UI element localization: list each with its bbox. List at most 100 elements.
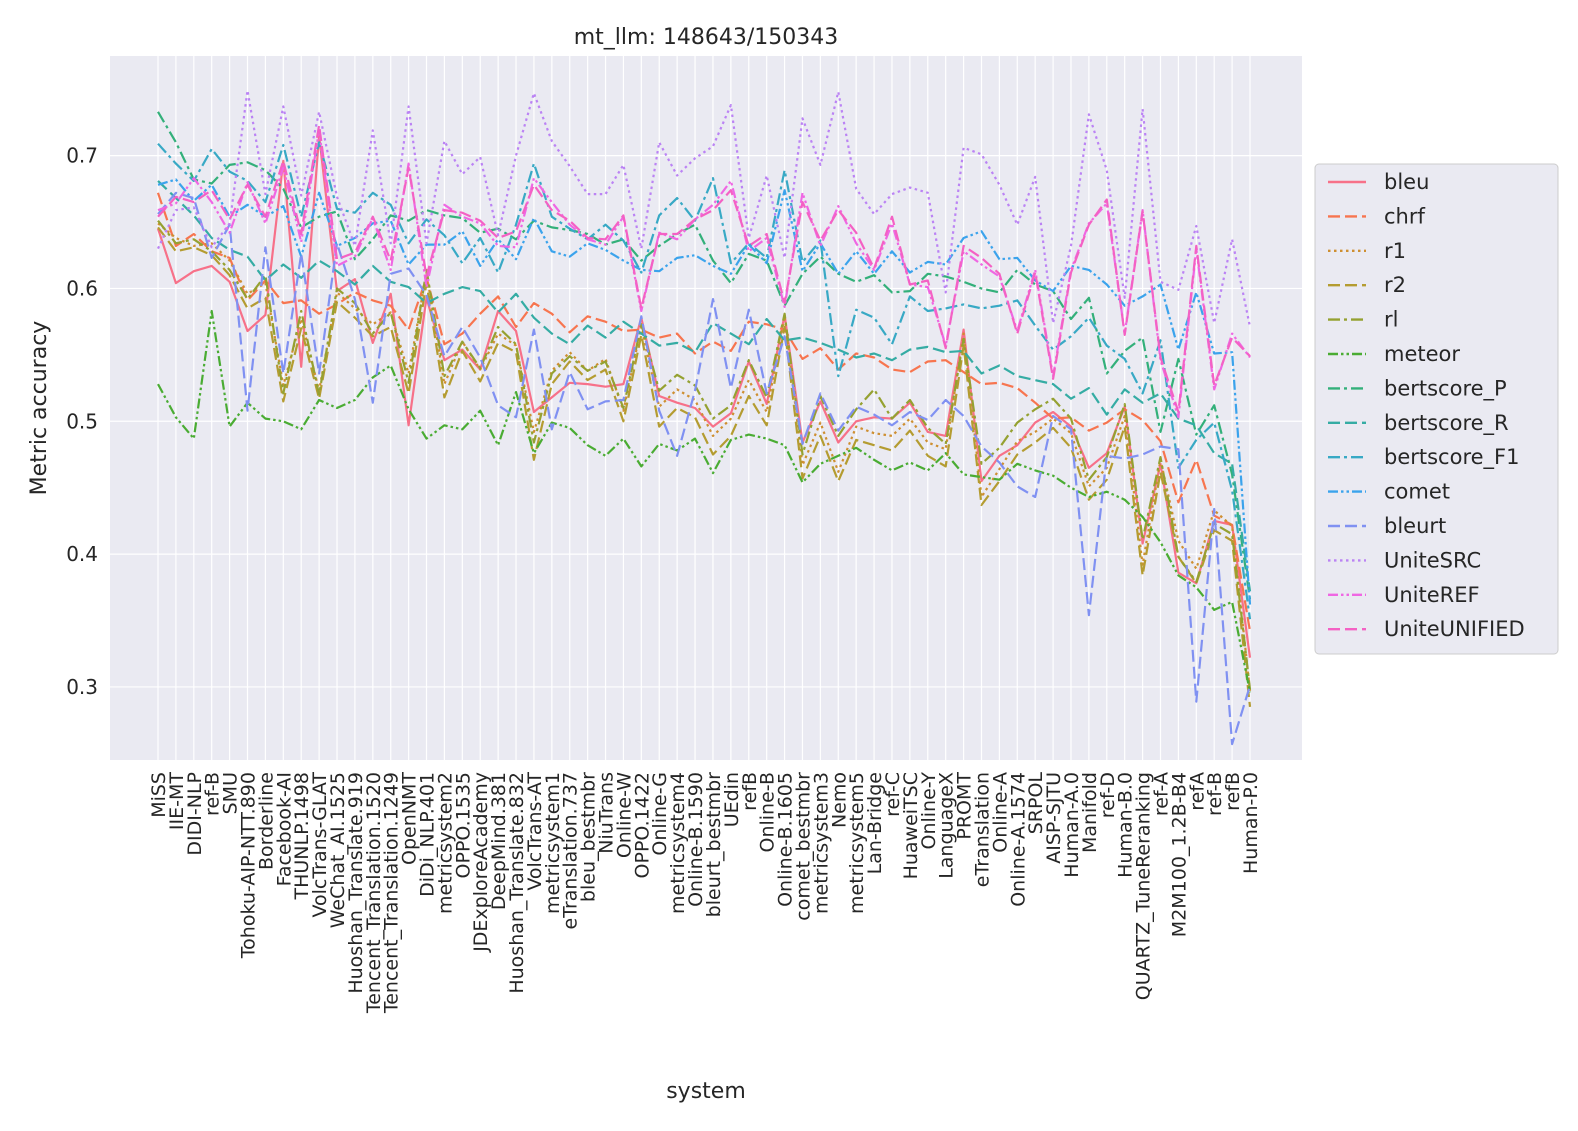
legend-label-bertscore_R: bertscore_R — [1384, 411, 1509, 436]
x-tick-label: comet_bestmbr — [792, 772, 814, 921]
legend-label-bleu: bleu — [1384, 170, 1429, 194]
x-tick-label: OpenNMT — [399, 772, 421, 865]
grid-lines — [110, 56, 1302, 760]
x-tick-label: NiuTrans — [596, 772, 618, 854]
x-tick-label: metricsystem5 — [846, 772, 868, 914]
x-tick-label: Borderline — [255, 772, 277, 870]
legend-label-UniteUNIFIED: UniteUNIFIED — [1384, 617, 1525, 641]
x-tick-label: ref-A — [1150, 772, 1172, 816]
x-tick-label: OPPO.1535 — [452, 772, 474, 878]
x-tick-label: IIE-MT — [166, 772, 188, 830]
series-line-r2 — [157, 226, 1252, 708]
x-tick-label: metricsystem2 — [434, 772, 456, 914]
series-line-bertscore_F1 — [157, 141, 1252, 620]
x-tick-label: DiDi_NLP.401 — [417, 772, 439, 897]
y-tick-label: 0.6 — [66, 276, 98, 300]
x-tick-label: Online-B — [757, 772, 779, 853]
x-tick-label: UEdin — [721, 772, 743, 827]
y-tick-label: 0.3 — [66, 675, 98, 699]
x-tick-label: DIDI-NLP — [184, 772, 206, 856]
x-tick-label: AISP-SJTU — [1043, 772, 1065, 864]
x-tick-label: Online-Y — [918, 772, 940, 850]
series-line-rl — [157, 220, 1252, 690]
y-axis-label: Metric accuracy — [27, 321, 52, 496]
series-line-meteor — [157, 309, 1252, 693]
x-tick-label: Lan-Bridge — [864, 772, 886, 874]
legend-entries: bleu chrf r1 r2 rl meteor bertscore_P bertscore… — [1328, 170, 1525, 641]
x-tick-label: Online-A.1574 — [1007, 772, 1029, 907]
x-tick-label: SMU — [220, 772, 242, 814]
x-tick-label: ref-B — [1204, 772, 1226, 816]
y-tick-label: 0.4 — [66, 542, 98, 566]
x-tick-label: refB — [739, 772, 761, 811]
series-line-bertscore_P — [157, 111, 1252, 600]
series-line-UniteREF — [157, 129, 1251, 419]
legend-label-meteor: meteor — [1384, 342, 1460, 366]
y-axis-ticks: 0.3 0.4 0.5 0.6 0.7 — [66, 144, 98, 699]
x-tick-label: Tencent_Translation.1249 — [381, 772, 403, 1014]
x-tick-label: WeChat_AI.1525 — [327, 772, 349, 928]
x-axis-label: system — [666, 1079, 746, 1104]
legend-label-UniteREF: UniteREF — [1384, 583, 1480, 607]
legend-label-UniteSRC: UniteSRC — [1384, 548, 1481, 572]
x-tick-label: bleurt_bestmbr — [703, 772, 725, 917]
x-tick-label: metricsystem3 — [810, 772, 832, 914]
x-tick-label: LanguageX — [936, 772, 958, 879]
legend-box — [1314, 163, 1559, 655]
x-tick-label: Nemo — [828, 772, 850, 828]
x-tick-label: metricsystem4 — [667, 772, 689, 914]
x-tick-label: ref-B — [202, 772, 224, 816]
x-tick-label: ref-C — [882, 772, 904, 817]
x-tick-label: VolcTrans-GLAT — [309, 772, 331, 918]
legend-label-bertscore_P: bertscore_P — [1384, 376, 1507, 401]
x-tick-label: Online-B.1590 — [685, 772, 707, 907]
x-tick-label: Online-A — [989, 772, 1011, 853]
series-line-comet — [157, 178, 1252, 605]
x-tick-label: QUARTZ_TuneReranking — [1133, 772, 1155, 1000]
legend-label-chrf: chrf — [1384, 204, 1425, 228]
x-tick-label: bleu_bestmbr — [578, 772, 600, 902]
chart-title: mt_llm: 148643/150343 — [574, 25, 839, 50]
x-tick-label: ref-D — [1097, 772, 1119, 818]
x-tick-label: eTranslation.737 — [560, 772, 582, 930]
series-line-bertscore_R — [157, 180, 1252, 592]
x-tick-label: refA — [1186, 772, 1208, 811]
x-tick-label: Human-B.0 — [1115, 772, 1137, 878]
x-tick-label: THUNLP.1498 — [291, 772, 313, 901]
x-tick-label: PROMT — [954, 772, 976, 840]
x-tick-label: Manifold — [1079, 772, 1101, 853]
legend-label-r1: r1 — [1384, 239, 1406, 263]
x-tick-label: SRPOL — [1025, 772, 1047, 835]
x-tick-label: MiSS — [148, 772, 170, 818]
x-tick-label: eTranslation — [971, 772, 993, 887]
x-tick-label: Human-A.0 — [1061, 772, 1083, 878]
x-tick-label: Facebook-AI — [273, 772, 295, 886]
x-tick-label: Online-G — [649, 772, 671, 856]
x-tick-label: Huoshan_Translate.919 — [345, 772, 367, 994]
x-tick-label: VolcTrans-AT — [524, 772, 546, 891]
y-tick-label: 0.5 — [66, 409, 98, 433]
legend-label-rl: rl — [1384, 308, 1398, 332]
x-tick-label: Online-W — [613, 772, 635, 858]
x-tick-label: Tohoku-AIP-NTT.890 — [238, 772, 260, 959]
series-line-bleu — [156, 134, 1252, 658]
series-line-bleurt — [157, 191, 1252, 746]
series-lines — [156, 89, 1252, 746]
legend: bleu chrf r1 r2 rl meteor bertscore_P bertscore… — [1314, 163, 1559, 655]
x-tick-label: metricsystem1 — [542, 772, 564, 914]
legend-label-r2: r2 — [1384, 273, 1406, 297]
x-tick-label: M2M100_1.2B-B4 — [1168, 772, 1190, 937]
x-tick-label: Huoshan_Translate.832 — [506, 772, 528, 994]
series-line-UniteUNIFIED — [157, 123, 1251, 414]
legend-label-bleurt: bleurt — [1384, 514, 1446, 538]
legend-label-bertscore_F1: bertscore_F1 — [1384, 445, 1520, 470]
x-tick-label: Online-B.1605 — [775, 772, 797, 907]
x-tick-label: Tencent_Translation.1520 — [363, 772, 385, 1014]
x-tick-label: DeepMind.381 — [488, 772, 510, 910]
legend-label-comet: comet — [1384, 480, 1450, 504]
x-tick-label: Human-P.0 — [1240, 772, 1262, 874]
series-line-UniteSRC — [157, 89, 1252, 328]
x-tick-label: JDExploreAcademy — [470, 772, 492, 953]
